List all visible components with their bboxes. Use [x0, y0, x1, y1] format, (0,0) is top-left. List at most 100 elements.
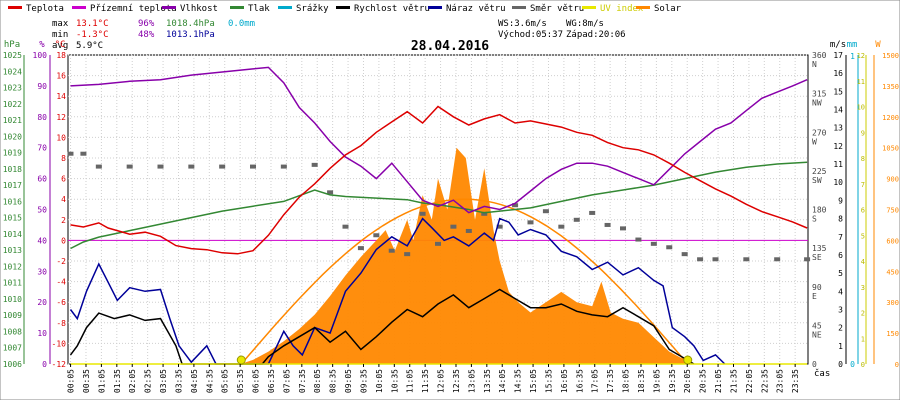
- wind-info: WS:3.6m/s WG:8m/s Východ:05:37 Západ:20:…: [498, 19, 626, 40]
- solar-tick: 1050: [882, 145, 899, 153]
- x-tick-label: 07:35: [298, 369, 307, 393]
- legend-label-3: Tlak: [248, 4, 270, 14]
- solar-tick: 1350: [882, 83, 899, 91]
- legend-label-5: Rychlost větru: [354, 4, 430, 14]
- uv-tick: 5: [861, 232, 865, 240]
- wind-direction-mark: [219, 164, 226, 169]
- wind-direction-mark: [357, 246, 364, 251]
- temperature-tick: 14: [56, 92, 66, 101]
- direction-tick: 90: [812, 283, 822, 292]
- x-tick-label: 05:35: [236, 369, 245, 393]
- wind-direction-mark: [95, 164, 102, 169]
- legend-label-7: Směr větru: [530, 4, 584, 14]
- x-tick-label: 12:05: [437, 369, 446, 393]
- wind-tick: 5: [838, 269, 843, 278]
- solar-tick: 600: [886, 237, 899, 245]
- legend-swatch-1: [72, 6, 86, 9]
- pressure-tick: 1017: [3, 181, 22, 190]
- wind-direction-mark: [404, 252, 411, 257]
- pressure-tick: 1011: [3, 279, 22, 288]
- rain-unit: mm: [847, 40, 858, 50]
- uv-tick: 2: [861, 310, 865, 318]
- temperature-tick: 12: [56, 113, 66, 122]
- temperature-unit: °C: [55, 40, 66, 50]
- stats-max-pressure: 1018.4hPa: [166, 19, 215, 29]
- x-tick-label: 21:05: [714, 369, 723, 393]
- x-tick-label: 14:35: [514, 369, 523, 393]
- wind-direction-mark: [388, 248, 395, 253]
- solar-unit: W: [875, 40, 881, 50]
- x-tick-label: 00:05: [67, 369, 76, 393]
- wind-gust-line: [69, 217, 726, 365]
- uv-tick: 1: [861, 335, 865, 343]
- solar-tick: 0: [895, 361, 899, 369]
- x-tick-label: 14:05: [498, 369, 507, 393]
- legend-swatch-5: [336, 6, 350, 9]
- x-tick-label: 13:05: [467, 369, 476, 393]
- wind-tick: 2: [838, 324, 843, 333]
- wind-direction-mark: [512, 203, 519, 208]
- wind-tick: 8: [838, 215, 843, 224]
- temperature-tick: 18: [56, 51, 66, 60]
- x-tick-label: 00:35: [82, 369, 91, 393]
- solar-tick: 900: [886, 176, 899, 184]
- solar-tick: 1500: [882, 52, 899, 60]
- sunrise-time: Východ:05:37: [498, 30, 563, 40]
- wind-direction-mark: [542, 209, 549, 214]
- pressure-tick: 1010: [3, 295, 22, 304]
- x-tick-label: 19:05: [652, 369, 661, 393]
- temperature-tick: -2: [56, 257, 66, 266]
- x-tick-label: 06:35: [267, 369, 276, 393]
- x-tick-label: 10:05: [375, 369, 384, 393]
- temperature-tick: 0: [61, 236, 66, 245]
- wind-direction-mark: [450, 224, 457, 229]
- pressure-tick: 1014: [3, 230, 22, 239]
- legend-swatch-2: [162, 6, 176, 9]
- wind-direction-mark: [342, 224, 349, 229]
- x-tick-label: 10:35: [390, 369, 399, 393]
- wind-direction-mark: [804, 257, 811, 262]
- wind-tick: 11: [833, 160, 843, 169]
- x-tick-label: 22:05: [745, 369, 754, 393]
- wind-tick: 4: [838, 287, 843, 296]
- wind-tick: 1: [838, 342, 843, 351]
- x-tick-label: 20:05: [683, 369, 692, 393]
- wind-direction-mark: [327, 190, 334, 195]
- wind-direction-mark: [250, 164, 256, 169]
- wind-direction-mark: [80, 151, 87, 156]
- legend-swatch-8: [582, 6, 596, 9]
- wind-tick: 17: [833, 51, 843, 60]
- legend-swatch-9: [636, 6, 650, 9]
- solar-area: [70, 147, 808, 364]
- wind-direction-mark: [635, 237, 642, 242]
- uv-tick: 9: [861, 129, 865, 137]
- humidity-tick: 20: [37, 298, 47, 307]
- uv-tick: 12: [857, 52, 865, 60]
- uv-tick: 8: [861, 155, 865, 163]
- wind-unit: m/s: [830, 40, 846, 50]
- uv-tick: 7: [861, 181, 865, 189]
- x-tick-label: 19:35: [668, 369, 677, 393]
- pressure-tick: 1025: [3, 51, 22, 60]
- wind-direction-mark: [712, 257, 719, 262]
- left-axes: hPa% °C1006100710081009101010111012101310…: [3, 40, 66, 369]
- legend-label-0: Teplota: [26, 4, 64, 14]
- solar-theoretical-line: [240, 198, 689, 365]
- x-tick-label: 22:35: [760, 369, 769, 393]
- uv-tick: 10: [857, 104, 865, 112]
- direction-label: SE: [812, 253, 822, 262]
- x-tick-label: 16:05: [560, 369, 569, 393]
- temperature-tick: 10: [56, 133, 66, 142]
- direction-label: E: [812, 292, 817, 301]
- legend-swatch-6: [428, 6, 442, 9]
- pressure-line: [70, 161, 808, 250]
- direction-label: SW: [812, 176, 822, 185]
- direction-tick: 270: [812, 128, 827, 137]
- legend-label-9: Solar: [654, 4, 682, 14]
- stats-min-temp: -1.3°C: [76, 30, 109, 40]
- pressure-tick: 1019: [3, 149, 22, 158]
- legend-label-2: Vlhkost: [180, 4, 218, 14]
- stats-avg-label: avg: [52, 41, 68, 51]
- x-tick-label: 15:05: [529, 369, 538, 393]
